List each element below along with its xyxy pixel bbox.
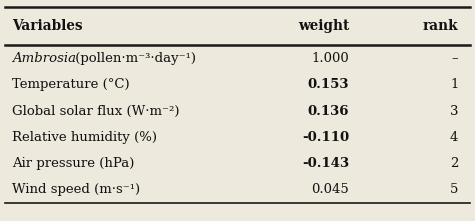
Text: 1.000: 1.000 [312, 52, 349, 65]
Text: 0.153: 0.153 [308, 78, 349, 91]
Text: –: – [452, 52, 458, 65]
Text: -0.110: -0.110 [302, 131, 349, 144]
Text: Temperature (°C): Temperature (°C) [12, 78, 130, 91]
Text: 1: 1 [450, 78, 458, 91]
Text: 3: 3 [450, 105, 458, 118]
Text: 0.045: 0.045 [312, 183, 349, 196]
Text: 2: 2 [450, 157, 458, 170]
Text: -0.143: -0.143 [302, 157, 349, 170]
Text: Wind speed (m·s⁻¹): Wind speed (m·s⁻¹) [12, 183, 140, 196]
Text: rank: rank [423, 19, 458, 33]
Text: Relative humidity (%): Relative humidity (%) [12, 131, 157, 144]
Text: Air pressure (hPa): Air pressure (hPa) [12, 157, 134, 170]
Text: Global solar flux (W·m⁻²): Global solar flux (W·m⁻²) [12, 105, 180, 118]
Text: weight: weight [298, 19, 349, 33]
Text: Variables: Variables [12, 19, 82, 33]
Text: Ambrosia: Ambrosia [12, 52, 76, 65]
Text: 4: 4 [450, 131, 458, 144]
Text: (pollen·m⁻³·day⁻¹): (pollen·m⁻³·day⁻¹) [71, 52, 196, 65]
Text: 0.136: 0.136 [308, 105, 349, 118]
Text: 5: 5 [450, 183, 458, 196]
